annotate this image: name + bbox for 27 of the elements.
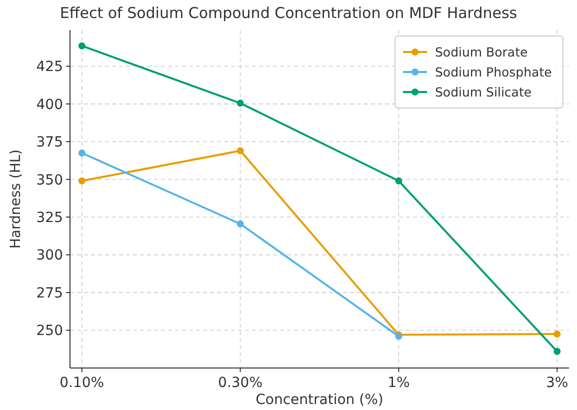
- y-tick-label: 425: [36, 59, 63, 76]
- y-tick-label: 300: [36, 248, 63, 264]
- point: [395, 177, 402, 184]
- y-tick-label: 250: [36, 323, 63, 340]
- y-axis-title: Hardness (HL): [8, 149, 24, 249]
- legend-label: Sodium Phosphate: [435, 64, 552, 80]
- y-tick-label: 275: [36, 285, 63, 302]
- y-tick-label: 400: [36, 96, 63, 113]
- legend-label: Sodium Silicate: [435, 84, 532, 100]
- x-tick-label: 0.10%: [60, 375, 104, 391]
- y-tick-label: 325: [36, 210, 63, 226]
- point: [236, 100, 244, 107]
- point: [554, 330, 561, 338]
- point: [236, 147, 244, 154]
- point: [78, 42, 86, 50]
- y-tick-label: 375: [36, 134, 63, 151]
- legend-label: Sodium Borate: [435, 44, 528, 60]
- x-tick-label: 1%: [388, 375, 410, 391]
- y-tick-label: 350: [36, 172, 63, 188]
- x-tick-label: 0.30%: [218, 375, 263, 391]
- chart-title: Effect of Sodium Compound Concentration on MDF Hardness: [60, 4, 518, 22]
- point: [236, 220, 244, 228]
- point: [554, 348, 561, 355]
- point: [78, 149, 86, 156]
- x-axis-title: Concentration (%): [256, 392, 384, 408]
- x-tick-label: 3%: [546, 375, 568, 391]
- point: [78, 177, 86, 184]
